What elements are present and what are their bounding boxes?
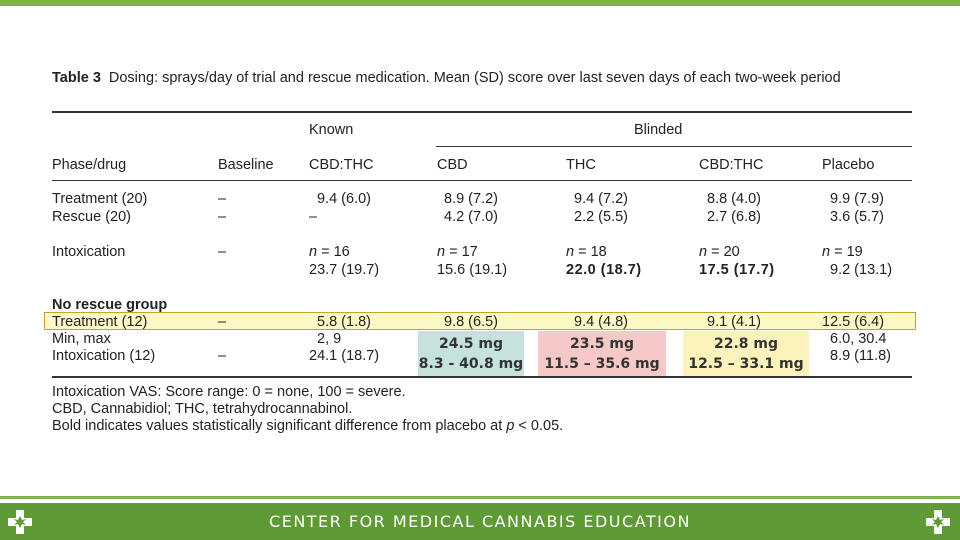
header-known: Known [309,122,354,138]
table-top-rule [52,111,912,113]
cell-thc-n: n = 18 [566,244,607,261]
cell-thc-significant: 22.0 (18.7) [566,262,642,278]
header-known-cbd-thc: CBD:THC [309,157,374,173]
footnote-bold: Bold indicates values statistically sign… [52,418,563,435]
cell-known: 9.4 (6.0) [317,191,371,207]
table-number: Table 3 [52,70,101,86]
cell-placebo-n: n = 19 [822,244,863,261]
footer-accent-line [0,496,960,499]
n-symbol: n [309,244,318,260]
highlighted-row-box [44,312,916,330]
cell-cbd-n: n = 17 [437,244,478,261]
footnote-bold-prefix: Bold indicates values statistically sign… [52,418,507,434]
cell-cbd: 9.8 (6.5) [444,314,498,330]
row-label: Treatment (20) [52,191,148,207]
table-title: Table 3 Dosing: sprays/day of trial and r… [52,70,912,87]
footer-bar: CENTER FOR MEDICAL CANNABIS EDUCATION [0,503,960,540]
n-value: = 19 [830,244,863,260]
cell-placebo: 8.9 (11.8) [830,348,891,364]
header-phase-drug: Phase/drug [52,157,127,173]
thc-mean-dose: 23.5 mg [569,336,635,352]
cross-leaf-logo-icon [8,510,32,534]
n-symbol: n [437,244,446,260]
cbd-thc-mean-dose: 22.8 mg [713,336,779,352]
cell-thc: 2.2 (5.5) [574,209,628,225]
cell-known: 24.1 (18.7) [309,348,380,364]
cell-placebo: 12.5 (6.4) [822,314,885,330]
cell-thc: 9.4 (7.2) [574,191,628,207]
cell-baseline: – [218,314,227,330]
cell-cbd-thc: 8.8 (4.0) [707,191,761,207]
n-value: = 16 [317,244,350,260]
cell-baseline: – [218,209,227,225]
header-cbd-thc: CBD:THC [699,157,764,173]
cell-baseline: – [218,191,227,207]
row-label: Rescue (20) [52,209,131,225]
header-bottom-rule [52,180,912,181]
row-label: Intoxication (12) [52,348,156,364]
footnote-p-symbol: p [506,418,515,434]
n-symbol: n [822,244,831,260]
cell-cbd-thc: 2.7 (6.8) [707,209,761,225]
n-symbol: n [699,244,708,260]
cell-placebo: 6.0, 30.4 [830,331,887,347]
cell-cbd-thc-n: n = 20 [699,244,740,261]
cbd-mean-dose: 24.5 mg [438,336,504,352]
cell-cbd-thc: 9.1 (4.1) [707,314,761,330]
footnote-abbreviations: CBD, Cannabidiol; THC, tetrahydrocannabi… [52,401,353,417]
cell-known: 2, 9 [317,331,342,347]
cell-placebo: 3.6 (5.7) [830,209,884,225]
row-label: Intoxication [52,244,126,260]
table-bottom-rule [52,376,912,378]
blinded-underline [436,146,912,147]
header-thc: THC [566,157,596,173]
table-caption: Dosing: sprays/day of trial and rescue m… [108,70,841,86]
footnote-vas: Intoxication VAS: Score range: 0 = none,… [52,384,406,400]
header-placebo: Placebo [822,157,875,173]
n-symbol: n [566,244,575,260]
cell-known: 5.8 (1.8) [317,314,371,330]
cell-cbd: 8.9 (7.2) [444,191,498,207]
n-value: = 18 [574,244,607,260]
row-label: Min, max [52,331,111,347]
cell-cbd: 15.6 (19.1) [437,262,508,278]
cbd-thc-dose-range: 12.5 – 33.1 mg [688,356,804,372]
section-no-rescue-group: No rescue group [52,297,168,313]
header-cbd: CBD [437,157,468,173]
cell-baseline: – [218,348,227,364]
footnote-bold-suffix: < 0.05. [514,418,564,434]
cell-placebo: 9.9 (7.9) [830,191,884,207]
header-blinded: Blinded [634,122,683,138]
cell-baseline: – [218,244,227,260]
footer-title: CENTER FOR MEDICAL CANNABIS EDUCATION [269,512,691,531]
cbd-thc-dose-callout: 22.8 mg 12.5 – 33.1 mg [683,331,809,377]
cell-known-n: n = 16 [309,244,350,261]
cross-leaf-logo-icon [926,510,950,534]
header-baseline: Baseline [218,157,274,173]
cell-known: 23.7 (19.7) [309,262,380,278]
cbd-dose-range: 8.3 - 40.8 mg [418,356,524,372]
cbd-dose-callout: 24.5 mg 8.3 - 40.8 mg [418,331,524,377]
cell-cbd-thc-significant: 17.5 (17.7) [699,262,775,278]
thc-dose-range: 11.5 – 35.6 mg [544,356,660,372]
row-label: Treatment (12) [52,314,148,330]
thc-dose-callout: 23.5 mg 11.5 – 35.6 mg [538,331,666,377]
cell-placebo: 9.2 (13.1) [830,262,893,278]
n-value: = 20 [707,244,740,260]
cell-thc: 9.4 (4.8) [574,314,628,330]
n-value: = 17 [445,244,478,260]
cell-cbd: 4.2 (7.0) [444,209,498,225]
cell-known: – [309,209,318,225]
top-accent-bar [0,0,960,6]
